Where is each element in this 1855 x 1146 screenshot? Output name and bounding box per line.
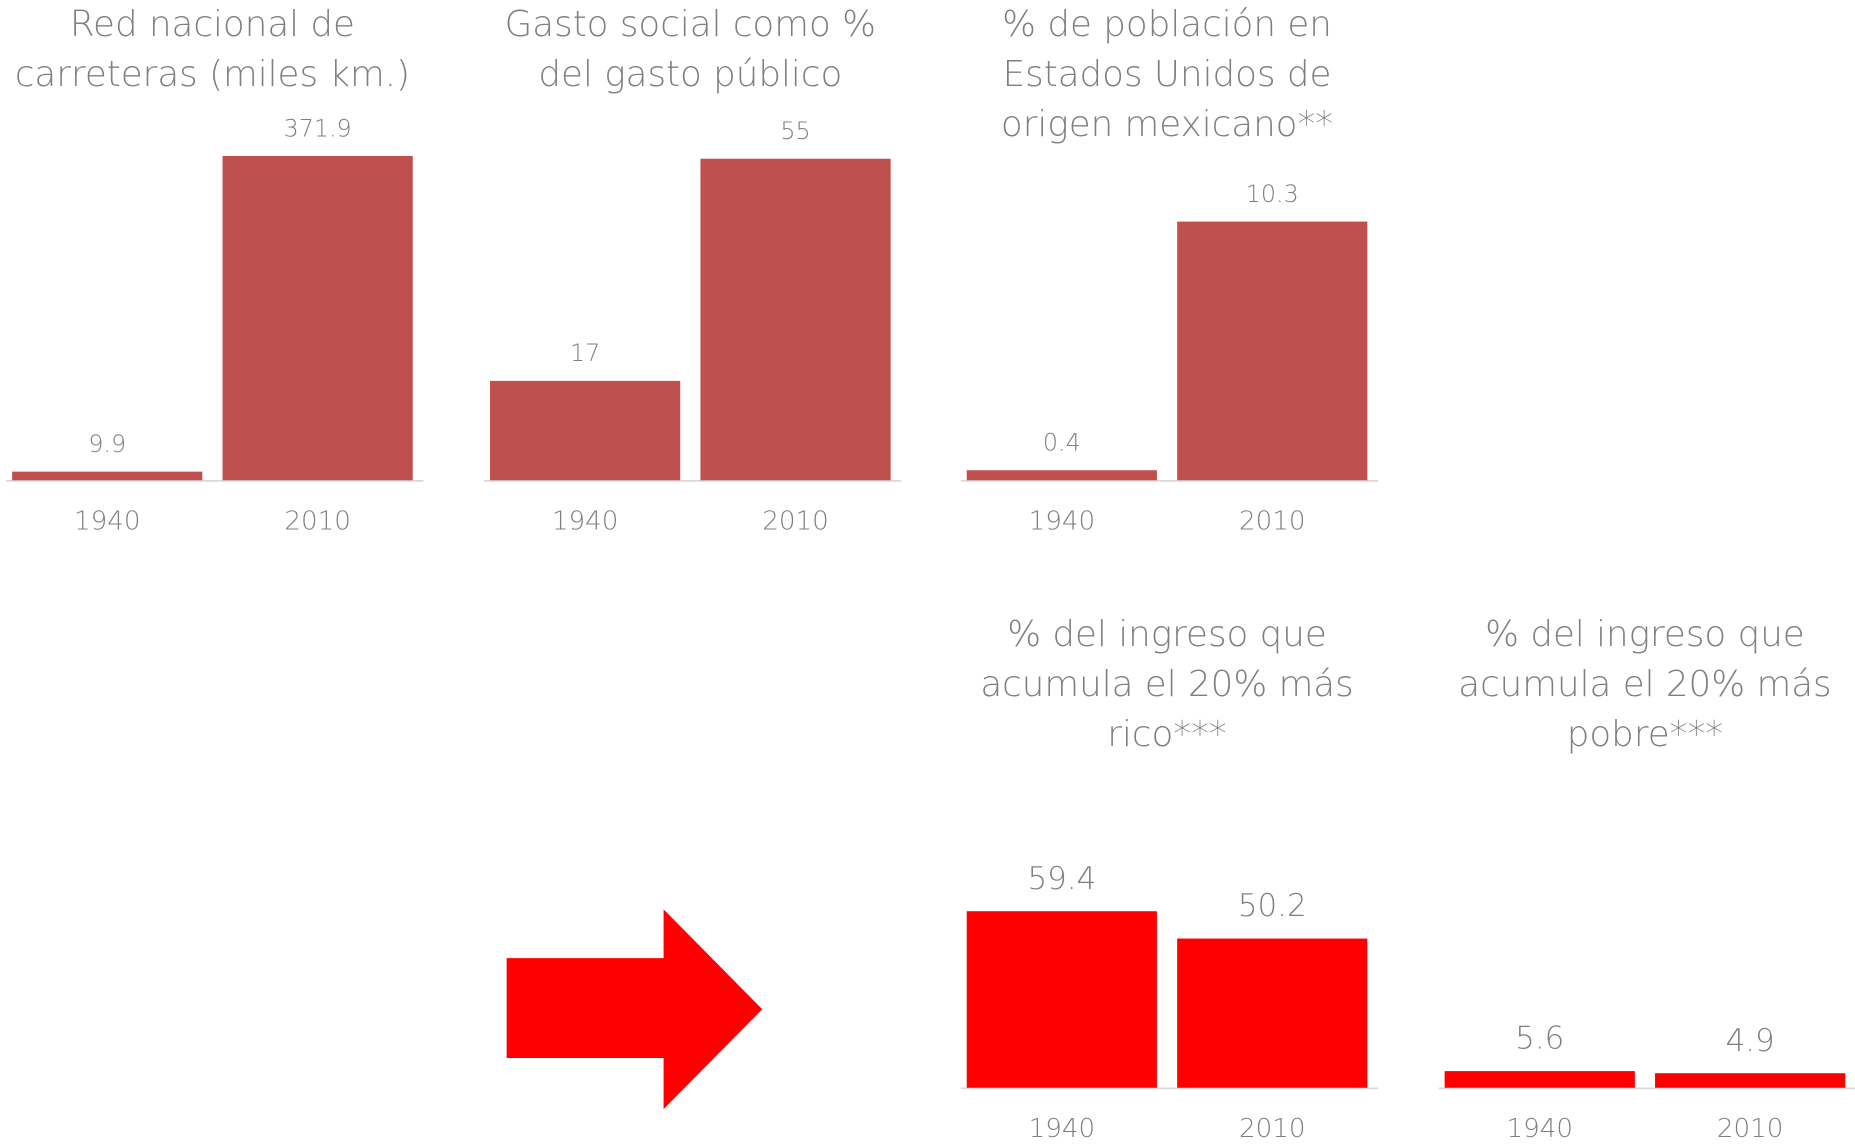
chart-title: pobre*** xyxy=(1567,714,1723,755)
chart-title: acumula el 20% más xyxy=(1458,664,1831,705)
x-tick-label: 2010 xyxy=(1239,506,1306,536)
x-tick-label: 1940 xyxy=(74,506,141,536)
value-label: 371.9 xyxy=(284,114,352,142)
value-label: 55 xyxy=(780,117,810,145)
chart-title: % del ingreso que xyxy=(1485,614,1805,655)
x-tick-label: 2010 xyxy=(1239,1114,1306,1144)
chart-title: % del ingreso que xyxy=(1007,614,1327,655)
value-label: 0.4 xyxy=(1043,429,1081,457)
bar xyxy=(1444,1071,1635,1088)
chart-title: Estados Unidos de xyxy=(1003,54,1332,95)
chart-title: Red nacional de xyxy=(70,4,355,45)
value-label: 9.9 xyxy=(88,430,126,458)
chart-title: del gasto público xyxy=(538,54,842,95)
x-tick-label: 2010 xyxy=(762,506,829,536)
x-tick-label: 1940 xyxy=(1029,1114,1096,1144)
value-label: 17 xyxy=(570,339,600,367)
chart-title: rico*** xyxy=(1107,714,1226,755)
value-label: 10.3 xyxy=(1246,180,1299,208)
value-label: 59.4 xyxy=(1027,861,1096,897)
chart-title: Gasto social como % xyxy=(505,4,876,45)
bar xyxy=(1177,221,1368,481)
chart-title: carreteras (miles km.) xyxy=(15,54,410,95)
chart-title: origen mexicano** xyxy=(1001,104,1333,145)
x-tick-label: 1940 xyxy=(552,506,619,536)
bar xyxy=(700,158,891,481)
bar xyxy=(12,471,203,481)
bar xyxy=(490,380,681,481)
x-tick-label: 2010 xyxy=(1717,1114,1784,1144)
chart-title: acumula el 20% más xyxy=(980,664,1353,705)
bar xyxy=(1177,938,1368,1088)
x-tick-label: 2010 xyxy=(284,506,351,536)
value-label: 50.2 xyxy=(1238,888,1307,924)
value-label: 4.9 xyxy=(1726,1023,1775,1059)
bar xyxy=(966,911,1157,1088)
bar xyxy=(222,155,413,481)
bar xyxy=(1655,1073,1846,1088)
value-label: 5.6 xyxy=(1515,1021,1564,1057)
chart-title: % de población en xyxy=(1002,4,1332,45)
arrow xyxy=(506,909,763,1110)
x-tick-label: 1940 xyxy=(1506,1114,1573,1144)
x-tick-label: 1940 xyxy=(1029,506,1096,536)
bar xyxy=(966,470,1157,481)
